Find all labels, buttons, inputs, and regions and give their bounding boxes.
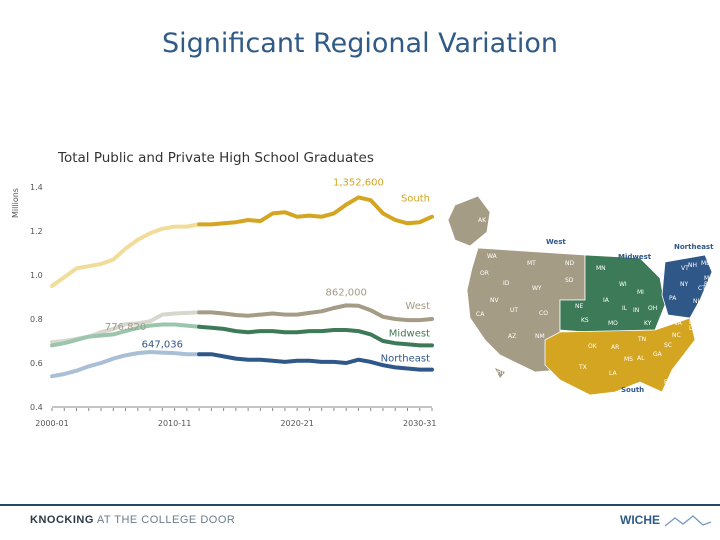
footer-brand-rest: AT THE COLLEGE DOOR	[93, 514, 236, 526]
x-tick-label: 2010-11	[158, 419, 191, 428]
state-label-ok: OK	[588, 343, 598, 350]
state-label-nm: NM	[535, 333, 545, 340]
x-tick-label: 2030-31	[403, 419, 436, 428]
state-label-ga: GA	[653, 351, 663, 358]
series-line-midwest-actual	[50, 322, 202, 348]
y-tick-label: 1.0	[30, 271, 43, 280]
state-label-ar: AR	[611, 344, 619, 351]
region-south	[544, 317, 696, 396]
state-label-ne: NE	[575, 303, 583, 310]
state-label-in: IN	[633, 307, 639, 314]
state-label-oh: OH	[648, 305, 657, 312]
region-hawaii	[495, 368, 505, 378]
state-label-co: CO	[539, 310, 548, 317]
series-line-south-projected	[197, 195, 434, 227]
series-label-west: West	[405, 301, 430, 312]
y-tick-label: 0.8	[30, 315, 43, 324]
state-label-az: AZ	[508, 333, 516, 340]
state-label-nd: ND	[565, 260, 574, 267]
x-tick-label: 2020-21	[280, 419, 313, 428]
data-label: 647,036	[142, 340, 183, 351]
state-label-pa: PA	[669, 295, 677, 302]
series-label-midwest: Midwest	[389, 328, 430, 339]
state-label-al: AL	[637, 355, 645, 362]
state-label-id: ID	[503, 280, 510, 287]
data-label: 862,000	[326, 287, 367, 298]
state-label-ma: MA	[704, 275, 714, 282]
series-label-northeast: Northeast	[381, 354, 430, 365]
state-label-wy: WY	[532, 285, 542, 292]
state-label-sd: SD	[565, 277, 574, 284]
state-label-ut: UT	[510, 307, 518, 314]
series-line-west-projected	[197, 303, 434, 323]
series-line-northeast-actual	[50, 350, 202, 379]
state-label-sc: SC	[664, 342, 672, 349]
footer-brand-bold: KNOCKING	[30, 514, 94, 526]
region-alaska	[447, 195, 491, 247]
state-label-me: ME	[701, 260, 710, 267]
state-label-nj: NJ	[693, 298, 699, 305]
state-label-nh: NH	[688, 262, 697, 269]
state-label-ny: NY	[680, 281, 688, 288]
region-title: Northeast	[674, 243, 714, 251]
state-label-la: LA	[609, 370, 617, 377]
y-tick-label: 0.6	[30, 359, 43, 368]
state-label-mo: MO	[608, 320, 618, 327]
y-tick-label: 1.2	[30, 227, 43, 236]
x-tick-label: 2000-01	[35, 419, 68, 428]
region-title: West	[546, 238, 566, 246]
state-label-wi: WI	[619, 281, 627, 288]
state-label-mi: MI	[637, 289, 644, 296]
state-label-ak: AK	[478, 217, 487, 224]
slide-title: Significant Regional Variation	[162, 28, 558, 59]
data-label: 1,352,600	[333, 177, 384, 188]
state-label-ca: CA	[476, 311, 485, 318]
wiche-logo: WICHE	[620, 513, 713, 528]
wiche-logo-text: WICHE	[620, 513, 660, 527]
footer-divider	[0, 504, 720, 506]
state-label-nc: NC	[672, 332, 681, 339]
series-line-northeast-projected	[197, 352, 434, 372]
y-tick-label: 1.4	[30, 183, 43, 192]
state-label-mn: MN	[596, 265, 606, 272]
data-label: 776,820	[105, 322, 146, 333]
state-label-fl: FL	[664, 379, 671, 386]
state-label-mt: MT	[527, 260, 536, 267]
state-label-ky: KY	[644, 320, 652, 327]
mountain-logo-icon	[664, 514, 712, 527]
chart-title: Total Public and Private High School Gra…	[58, 150, 374, 166]
footer-brand: KNOCKING AT THE COLLEGE DOOR	[30, 514, 235, 526]
state-label-il: IL	[622, 305, 628, 312]
state-label-wv: WV	[661, 318, 672, 325]
y-axis-label: Millions	[11, 188, 20, 218]
series-label-south: South	[401, 194, 430, 205]
state-label-de: DE	[689, 319, 698, 326]
region-northeast	[661, 254, 713, 319]
state-label-ct: CT	[698, 285, 706, 292]
state-label-nv: NV	[490, 297, 499, 304]
region-title: South	[621, 386, 644, 394]
state-label-va: VA	[674, 320, 683, 327]
state-label-ri: RI	[704, 281, 710, 288]
series-line-midwest-projected	[197, 324, 434, 348]
state-label-ms: MS	[624, 356, 633, 363]
state-label-tx: TX	[578, 364, 587, 371]
state-label-hi: HI	[497, 369, 504, 376]
series-line-south-actual	[50, 222, 202, 288]
state-label-dc: DC	[689, 325, 698, 332]
state-label-wa: WA	[487, 253, 498, 260]
state-label-md: MD	[693, 313, 703, 320]
state-label-tn: TN	[637, 336, 646, 343]
region-title: Midwest	[618, 253, 652, 261]
state-label-ks: KS	[581, 317, 589, 324]
state-label-or: OR	[480, 270, 489, 277]
y-tick-label: 0.4	[30, 403, 43, 412]
state-label-vt: VT	[681, 265, 689, 272]
state-label-ia: IA	[603, 297, 610, 304]
